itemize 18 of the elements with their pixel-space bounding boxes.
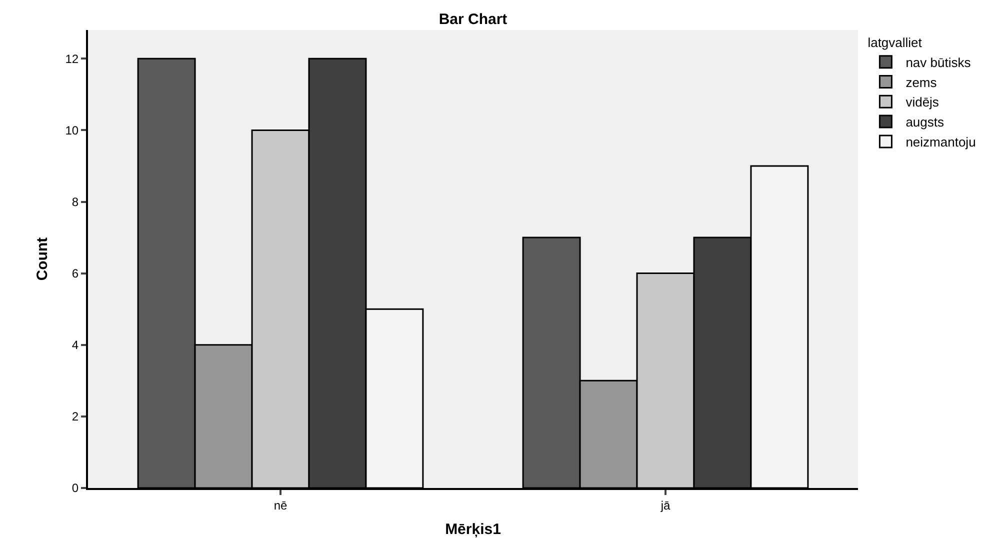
y-tick-label: 0: [72, 481, 79, 496]
y-tick-label: 6: [72, 266, 79, 281]
y-tick-label: 12: [65, 52, 79, 66]
y-axis-title: Count: [34, 237, 51, 281]
y-tick-label: 10: [65, 123, 79, 138]
legend-label: zems: [906, 74, 938, 90]
y-tick-label: 4: [72, 338, 79, 352]
x-tick-label: nē: [274, 498, 288, 512]
chart-title: Bar Chart: [438, 10, 508, 28]
legend-label: nav būtisks: [906, 54, 972, 70]
legend-label: neizmantoju: [906, 134, 976, 150]
legend-title: latgvalliet: [868, 34, 922, 50]
legend-label: augsts: [906, 114, 944, 130]
y-tick-label: 2: [72, 410, 79, 424]
legend-label: vidējs: [906, 94, 940, 110]
y-tick-label: 8: [72, 194, 79, 209]
x-axis-title: Mērķis1: [445, 521, 501, 538]
x-tick-label: jā: [660, 498, 670, 512]
